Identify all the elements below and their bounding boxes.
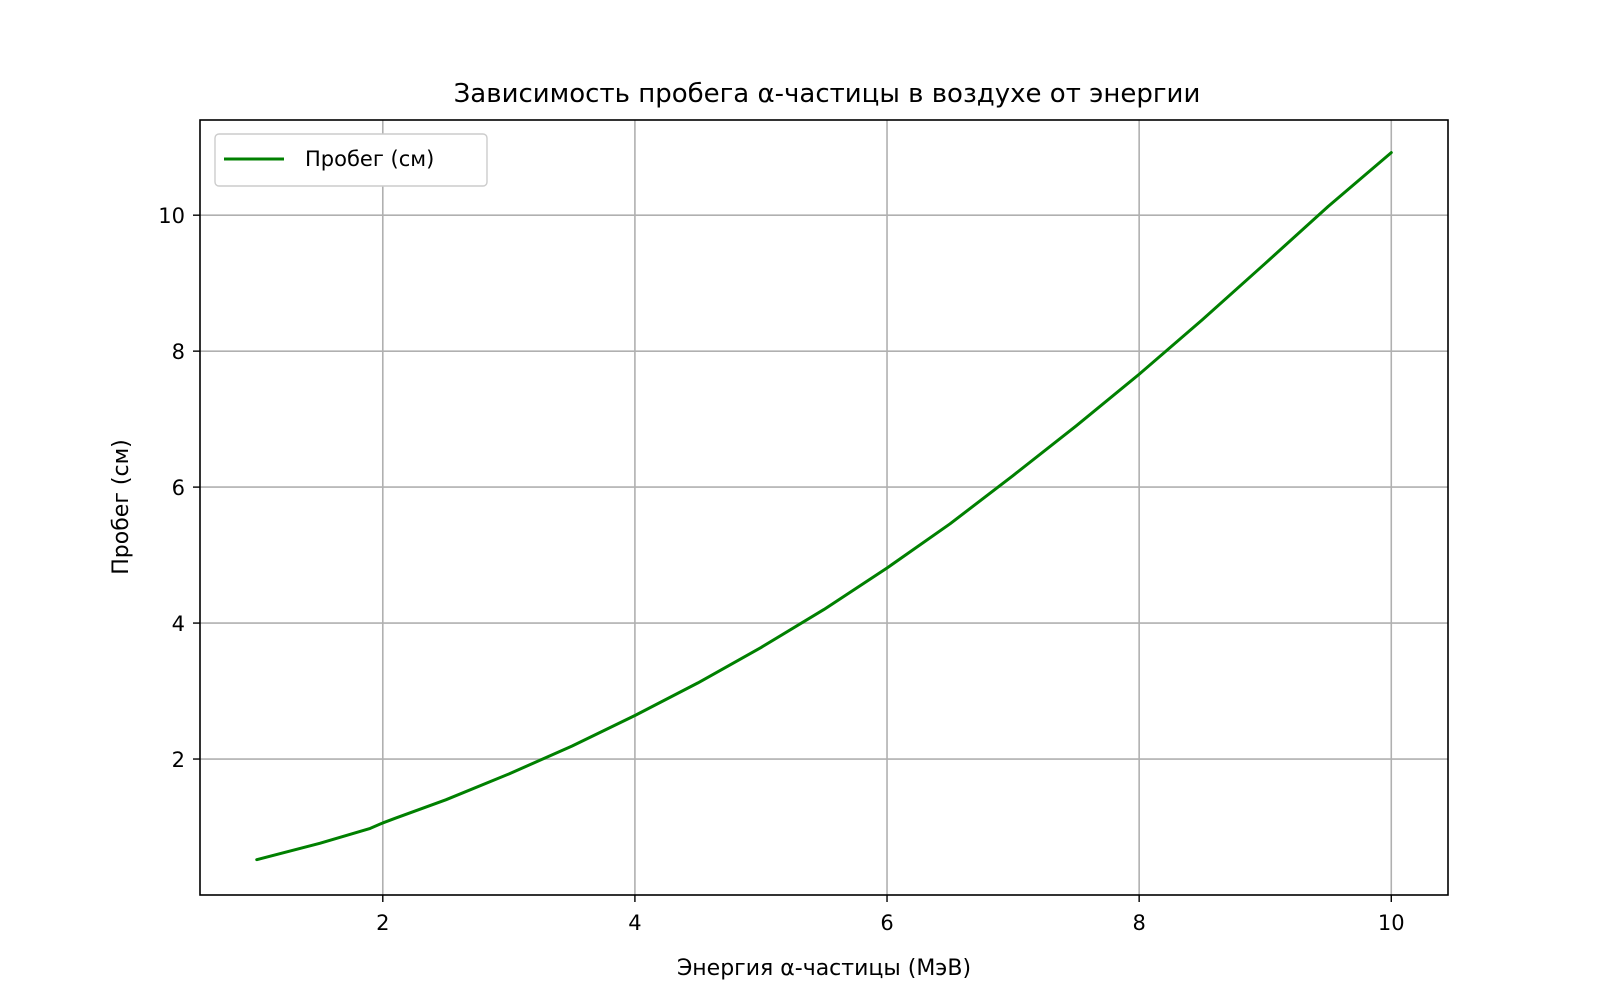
x-axis: 2 4 6 8 10: [376, 895, 1405, 935]
x-tick-label: 6: [880, 911, 893, 935]
legend: Пробег (см): [214, 133, 488, 187]
x-axis-label: Энергия α-частицы (МэВ): [677, 956, 971, 981]
y-axis-label: Пробег (см): [109, 439, 134, 574]
y-tick-label: 10: [158, 204, 185, 228]
legend-label: Пробег (см): [305, 147, 434, 171]
x-tick-label: 2: [376, 911, 389, 935]
plot-area-frame: [199, 119, 1449, 896]
y-tick-label: 6: [172, 476, 185, 500]
x-tick-label: 10: [1378, 911, 1405, 935]
y-tick-label: 2: [172, 748, 185, 772]
x-tick-label: 4: [628, 911, 641, 935]
grid: [200, 120, 1448, 895]
x-tick-label: 8: [1132, 911, 1145, 935]
y-axis: 2 4 6 8 10: [158, 204, 200, 772]
series-line-0: [255, 151, 1393, 862]
legend-box: [214, 133, 488, 187]
chart-title: Зависимость пробега α-частицы в воздухе …: [454, 79, 1201, 109]
series-layer: [255, 151, 1393, 862]
y-tick-label: 4: [172, 612, 185, 636]
y-tick-label: 8: [172, 340, 185, 364]
